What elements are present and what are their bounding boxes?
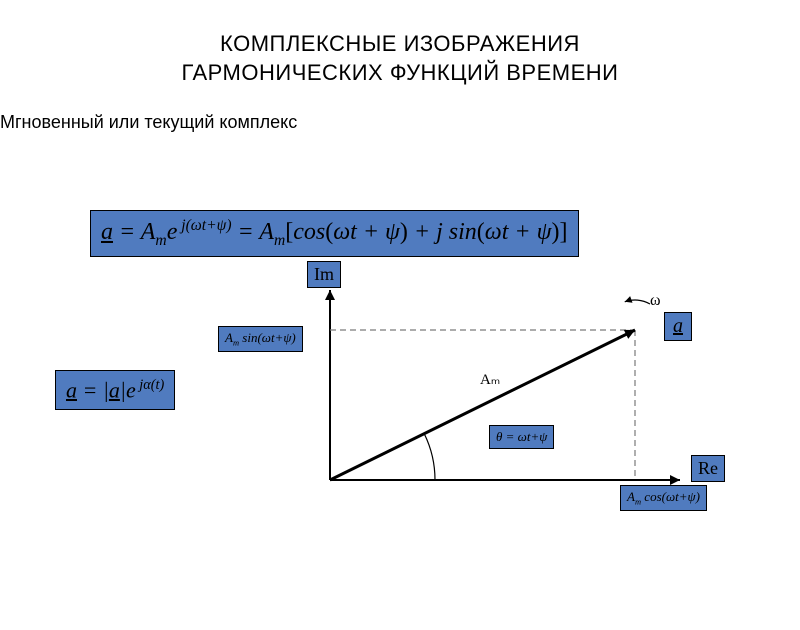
y-projection-label: Am sin(ωt+ψ) bbox=[218, 326, 303, 352]
subtitle: Мгновенный или текущий комплекс bbox=[0, 112, 800, 133]
title-line2: ГАРМОНИЧЕСКИХ ФУНКЦИЙ ВРЕМЕНИ bbox=[182, 60, 619, 85]
formula-secondary: a = |a|e jα(t) bbox=[55, 370, 175, 410]
title-line1: КОМПЛЕКСНЫЕ ИЗОБРАЖЕНИЯ bbox=[220, 31, 580, 56]
formula-main: a = Ame j(ωt+ψ) = Am[cos(ωt + ψ) + j sin… bbox=[90, 210, 579, 257]
im-axis-label: Im bbox=[307, 261, 341, 288]
complex-plane-diagram bbox=[300, 285, 720, 515]
